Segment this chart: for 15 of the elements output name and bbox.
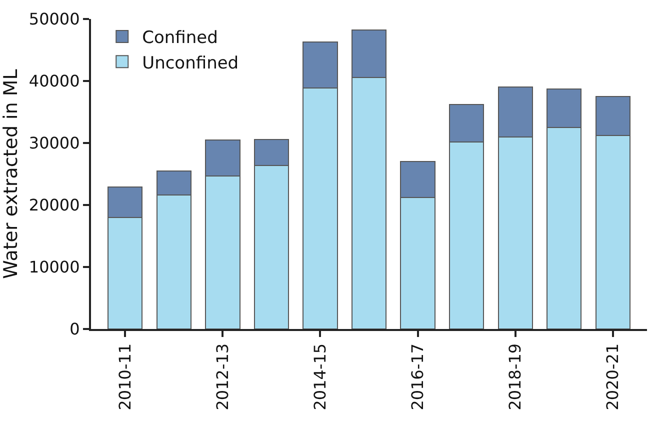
legend-label: Confined xyxy=(142,28,218,48)
y-tick-label: 40000 xyxy=(28,72,80,91)
x-tick-label: 2016-17 xyxy=(408,343,427,410)
y-axis-title: Water extracted in ML xyxy=(0,68,22,279)
x-tick-label: 2018-19 xyxy=(506,343,525,410)
y-tick-label: 10000 xyxy=(28,258,80,277)
x-tick-label: 2010-11 xyxy=(115,343,134,410)
x-tick-label: 2014-15 xyxy=(310,343,330,410)
y-tick-label: 0 xyxy=(70,320,80,339)
y-tick-label: 20000 xyxy=(28,196,80,215)
y-tick-label: 30000 xyxy=(28,134,80,153)
x-tick-label: 2020-21 xyxy=(603,343,622,410)
x-tick-label: 2012-13 xyxy=(212,343,232,410)
legend-label: Unconfined xyxy=(142,53,239,74)
y-tick-label: 50000 xyxy=(28,10,80,29)
